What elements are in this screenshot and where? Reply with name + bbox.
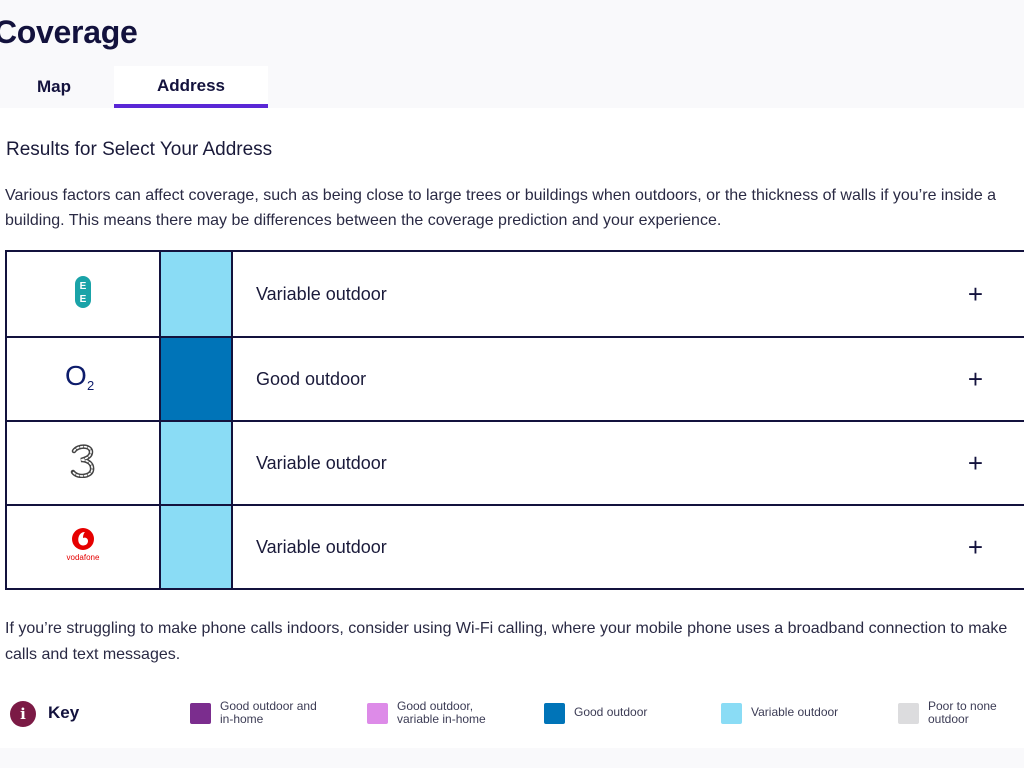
coverage-key: i Key Good outdoor and in-home Good outd… [0, 696, 1024, 748]
coverage-disclaimer: Various factors can affect coverage, suc… [5, 187, 997, 229]
operator-logo-cell: O 2 [7, 338, 161, 420]
legend-swatch [721, 703, 742, 724]
expand-icon[interactable]: + [967, 364, 983, 394]
operator-row-o2: O 2 Good outdoor + [7, 336, 1024, 420]
tab-bar: Map Address [0, 66, 268, 108]
coverage-status: Good outdoor [256, 368, 367, 389]
legend-item: Good outdoor and in-home [190, 700, 330, 726]
legend-item: Good outdoor, variable in-home [367, 700, 507, 726]
expand-icon[interactable]: + [967, 279, 983, 309]
coverage-status: Variable outdoor [256, 283, 387, 304]
legend-swatch [544, 703, 565, 724]
results-panel: Results for Select Your Address Various … [0, 108, 1024, 748]
legend-label: Poor to none outdoor [928, 699, 997, 726]
operator-row-vodafone: vodafone Variable outdoor + [7, 504, 1024, 588]
operator-logo-cell: E E [7, 252, 161, 336]
legend-label: Good outdoor and in-home [220, 699, 317, 726]
tab-address[interactable]: Address [114, 66, 268, 108]
svg-text:E: E [80, 294, 87, 305]
page-title: Coverage [0, 14, 138, 50]
three-logo-icon [69, 443, 97, 483]
info-icon[interactable]: i [10, 701, 36, 727]
o2-logo-icon: O 2 [65, 360, 101, 398]
ee-logo-icon: E E [73, 275, 93, 314]
vodafone-logo-icon: vodafone [61, 527, 105, 568]
coverage-row-toggle[interactable]: Variable outdoor + [233, 422, 1024, 504]
wifi-calling-note: If you’re struggling to make phone calls… [5, 620, 1008, 663]
tab-map[interactable]: Map [37, 77, 71, 96]
legend-swatch [898, 703, 919, 724]
coverage-color-swatch [161, 506, 233, 588]
coverage-color-swatch [161, 338, 233, 420]
results-heading: Results for Select Your Address [6, 139, 273, 160]
operator-row-ee: E E Variable outdoor + [7, 252, 1024, 336]
coverage-row-toggle[interactable]: Variable outdoor + [233, 252, 1024, 336]
operator-row-three: Variable outdoor + [7, 420, 1024, 504]
coverage-status: Variable outdoor [256, 536, 387, 557]
coverage-row-toggle[interactable]: Good outdoor + [233, 338, 1024, 420]
coverage-color-swatch [161, 422, 233, 504]
legend-swatch [190, 703, 211, 724]
legend-label: Variable outdoor [751, 705, 839, 719]
operator-logo-cell: vodafone [7, 506, 161, 588]
legend-item: Poor to none outdoor [898, 700, 1020, 726]
svg-text:E: E [80, 281, 87, 292]
coverage-color-swatch [161, 252, 233, 336]
legend-item: Good outdoor [544, 700, 684, 724]
legend-label: Good outdoor, variable in-home [397, 699, 486, 726]
legend-swatch [367, 703, 388, 724]
svg-text:O: O [65, 361, 87, 391]
legend-label: Good outdoor [574, 705, 648, 719]
coverage-table: E E Variable outdoor + O 2 [5, 250, 1024, 590]
coverage-status: Variable outdoor [256, 452, 387, 473]
key-title: Key [48, 703, 80, 722]
svg-text:vodafone: vodafone [67, 553, 100, 562]
svg-text:2: 2 [87, 378, 94, 393]
operator-logo-cell [7, 422, 161, 504]
expand-icon[interactable]: + [967, 448, 983, 478]
legend-item: Variable outdoor [721, 700, 861, 724]
coverage-row-toggle[interactable]: Variable outdoor + [233, 506, 1024, 588]
expand-icon[interactable]: + [967, 532, 983, 562]
